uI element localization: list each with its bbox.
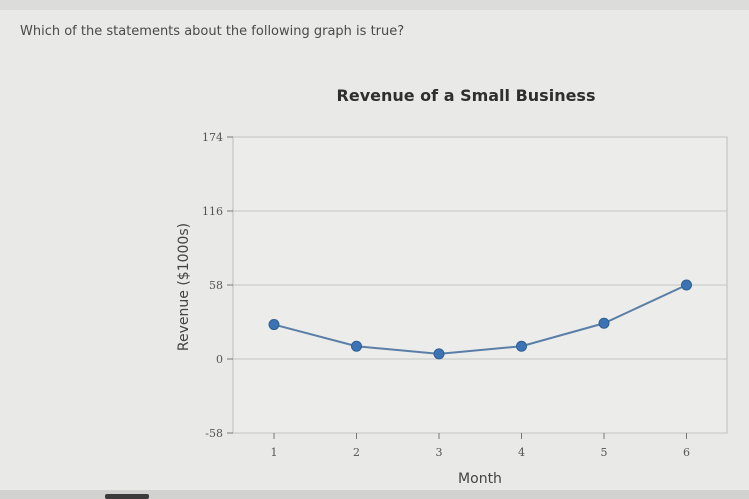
question-text: Which of the statements about the follow… [20,24,405,39]
bottom-band [0,490,749,499]
x-axis-label: Month [458,471,502,487]
data-point [598,317,610,329]
y-tick-label: -58 [205,427,223,440]
data-point [681,279,692,291]
y-tick-label: 116 [202,205,223,218]
y-tick-label: 58 [209,279,223,292]
y-tick-label: 174 [202,131,223,144]
chart-title: Revenue of a Small Business [337,86,596,105]
data-point [351,340,362,352]
data-point [433,348,445,360]
top-band [0,0,749,10]
x-tick-label: 6 [683,446,690,459]
y-axis-label: Revenue ($1000s) [176,223,192,351]
x-tick-label: 5 [601,446,608,459]
x-tick-label: 4 [518,446,525,459]
plot-area: 174 116 58 0 -58 1 2 3 4 5 6 [202,131,728,459]
bottom-tab [105,494,149,499]
data-point [516,340,527,352]
x-tick-label: 3 [436,446,443,459]
y-tick-label: 0 [216,353,223,366]
data-point [268,319,280,331]
x-tick-label: 2 [353,446,360,459]
series-line [273,284,687,355]
x-tick-label: 1 [271,446,278,459]
